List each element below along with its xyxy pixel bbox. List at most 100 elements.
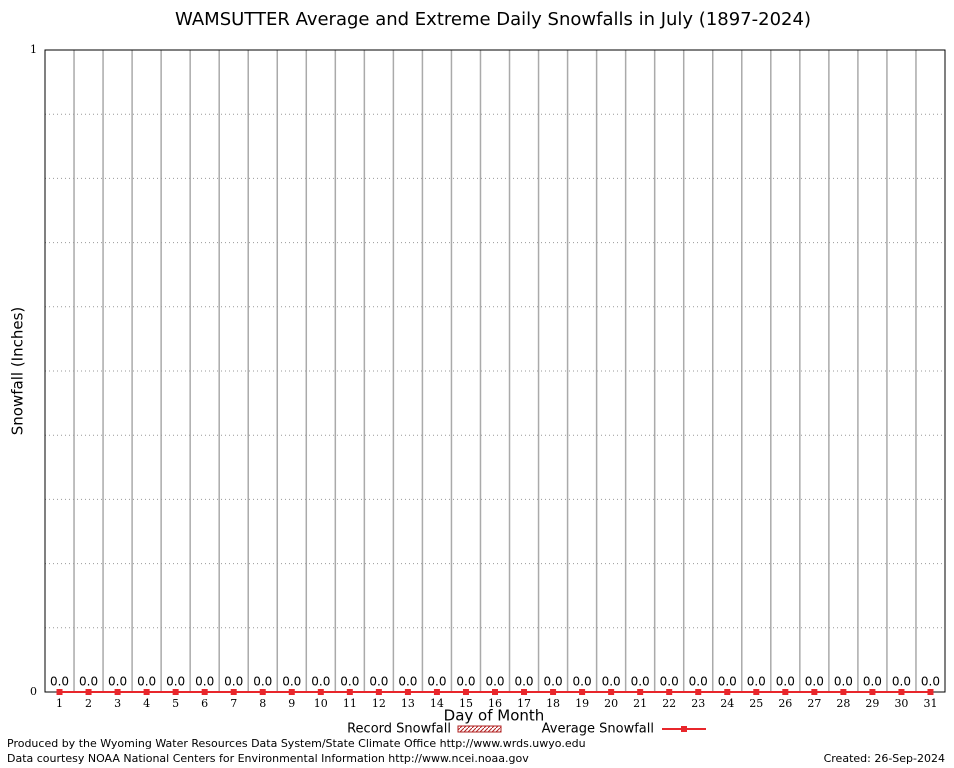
x-tick-label: 4 <box>143 697 150 710</box>
average-marker <box>608 689 615 695</box>
x-tick-label: 14 <box>430 697 444 710</box>
x-tick-label: 22 <box>662 697 676 710</box>
value-label: 0.0 <box>573 675 592 689</box>
value-label: 0.0 <box>863 675 882 689</box>
x-tick-label: 12 <box>372 697 386 710</box>
legend-swatch <box>681 726 687 732</box>
average-marker <box>753 689 760 695</box>
x-tick-label: 5 <box>172 697 179 710</box>
value-label: 0.0 <box>660 675 679 689</box>
value-label: 0.0 <box>544 675 563 689</box>
legend-swatch <box>457 725 502 733</box>
value-label: 0.0 <box>689 675 708 689</box>
value-label: 0.0 <box>805 675 824 689</box>
value-label: 0.0 <box>166 675 185 689</box>
legend-label: Average Snowfall <box>542 722 654 737</box>
average-marker <box>811 689 818 695</box>
value-label: 0.0 <box>340 675 359 689</box>
value-label: 0.0 <box>108 675 127 689</box>
value-label: 0.0 <box>456 675 475 689</box>
x-tick-label: 2 <box>85 697 92 710</box>
value-label: 0.0 <box>398 675 417 689</box>
chart-title: WAMSUTTER Average and Extreme Daily Snow… <box>175 9 811 30</box>
x-tick-label: 6 <box>201 697 208 710</box>
x-tick-label: 24 <box>720 697 734 710</box>
footer-produced: Produced by the Wyoming Water Resources … <box>7 737 586 750</box>
x-tick-label: 8 <box>259 697 266 710</box>
average-marker <box>201 689 208 695</box>
x-tick-label: 3 <box>114 697 121 710</box>
x-axis-label: Day of Month <box>444 707 545 725</box>
x-tick-label: 16 <box>488 697 502 710</box>
average-marker <box>637 689 644 695</box>
value-label: 0.0 <box>253 675 272 689</box>
average-marker <box>85 689 92 695</box>
value-label: 0.0 <box>892 675 911 689</box>
average-marker <box>143 689 150 695</box>
average-marker <box>404 689 411 695</box>
average-marker <box>375 689 382 695</box>
value-label: 0.0 <box>602 675 621 689</box>
value-label: 0.0 <box>776 675 795 689</box>
x-tick-label: 25 <box>749 697 763 710</box>
x-tick-label: 30 <box>894 697 908 710</box>
average-marker <box>869 689 876 695</box>
average-marker <box>666 689 673 695</box>
value-label: 0.0 <box>834 675 853 689</box>
average-marker <box>462 689 469 695</box>
average-marker <box>724 689 731 695</box>
average-marker <box>898 689 905 695</box>
value-label: 0.0 <box>224 675 243 689</box>
average-marker <box>288 689 295 695</box>
value-label: 0.0 <box>718 675 737 689</box>
average-marker <box>550 689 557 695</box>
average-marker <box>433 689 440 695</box>
average-marker <box>56 689 63 695</box>
x-tick-label: 23 <box>691 697 705 710</box>
value-label: 0.0 <box>427 675 446 689</box>
y-axis-label: Snowfall (Inches) <box>9 307 27 435</box>
x-tick-label: 29 <box>865 697 879 710</box>
x-tick-label: 27 <box>807 697 821 710</box>
x-tick-label: 1 <box>56 697 63 710</box>
average-marker <box>259 689 266 695</box>
x-tick-label: 20 <box>604 697 618 710</box>
value-label: 0.0 <box>137 675 156 689</box>
value-label: 0.0 <box>747 675 766 689</box>
legend-label: Record Snowfall <box>347 722 451 737</box>
x-tick-label: 26 <box>778 697 792 710</box>
average-marker <box>346 689 353 695</box>
value-label: 0.0 <box>514 675 533 689</box>
x-tick-label: 28 <box>836 697 850 710</box>
average-marker <box>172 689 179 695</box>
average-marker <box>521 689 528 695</box>
value-label: 0.0 <box>50 675 69 689</box>
average-marker <box>492 689 498 695</box>
x-tick-label: 19 <box>575 697 589 710</box>
value-label: 0.0 <box>79 675 98 689</box>
value-label: 0.0 <box>485 675 504 689</box>
average-marker <box>695 689 702 695</box>
average-marker <box>317 689 324 695</box>
value-label: 0.0 <box>921 675 940 689</box>
x-tick-label: 15 <box>459 697 473 710</box>
value-label: 0.0 <box>311 675 330 689</box>
average-marker <box>579 689 586 695</box>
average-marker <box>230 689 237 695</box>
x-tick-label: 10 <box>314 697 328 710</box>
y-tick-label: 0 <box>30 685 37 698</box>
x-tick-label: 18 <box>546 697 560 710</box>
x-tick-label: 9 <box>288 697 295 710</box>
x-tick-label: 21 <box>633 697 647 710</box>
x-tick-label: 7 <box>230 697 237 710</box>
x-tick-label: 11 <box>343 697 357 710</box>
value-label: 0.0 <box>195 675 214 689</box>
average-marker <box>840 689 847 695</box>
average-marker <box>114 689 121 695</box>
x-tick-label: 31 <box>923 697 937 710</box>
value-label: 0.0 <box>369 675 388 689</box>
average-marker <box>927 689 934 695</box>
footer-created: Created: 26-Sep-2024 <box>824 752 945 765</box>
y-tick-label: 1 <box>30 43 37 56</box>
